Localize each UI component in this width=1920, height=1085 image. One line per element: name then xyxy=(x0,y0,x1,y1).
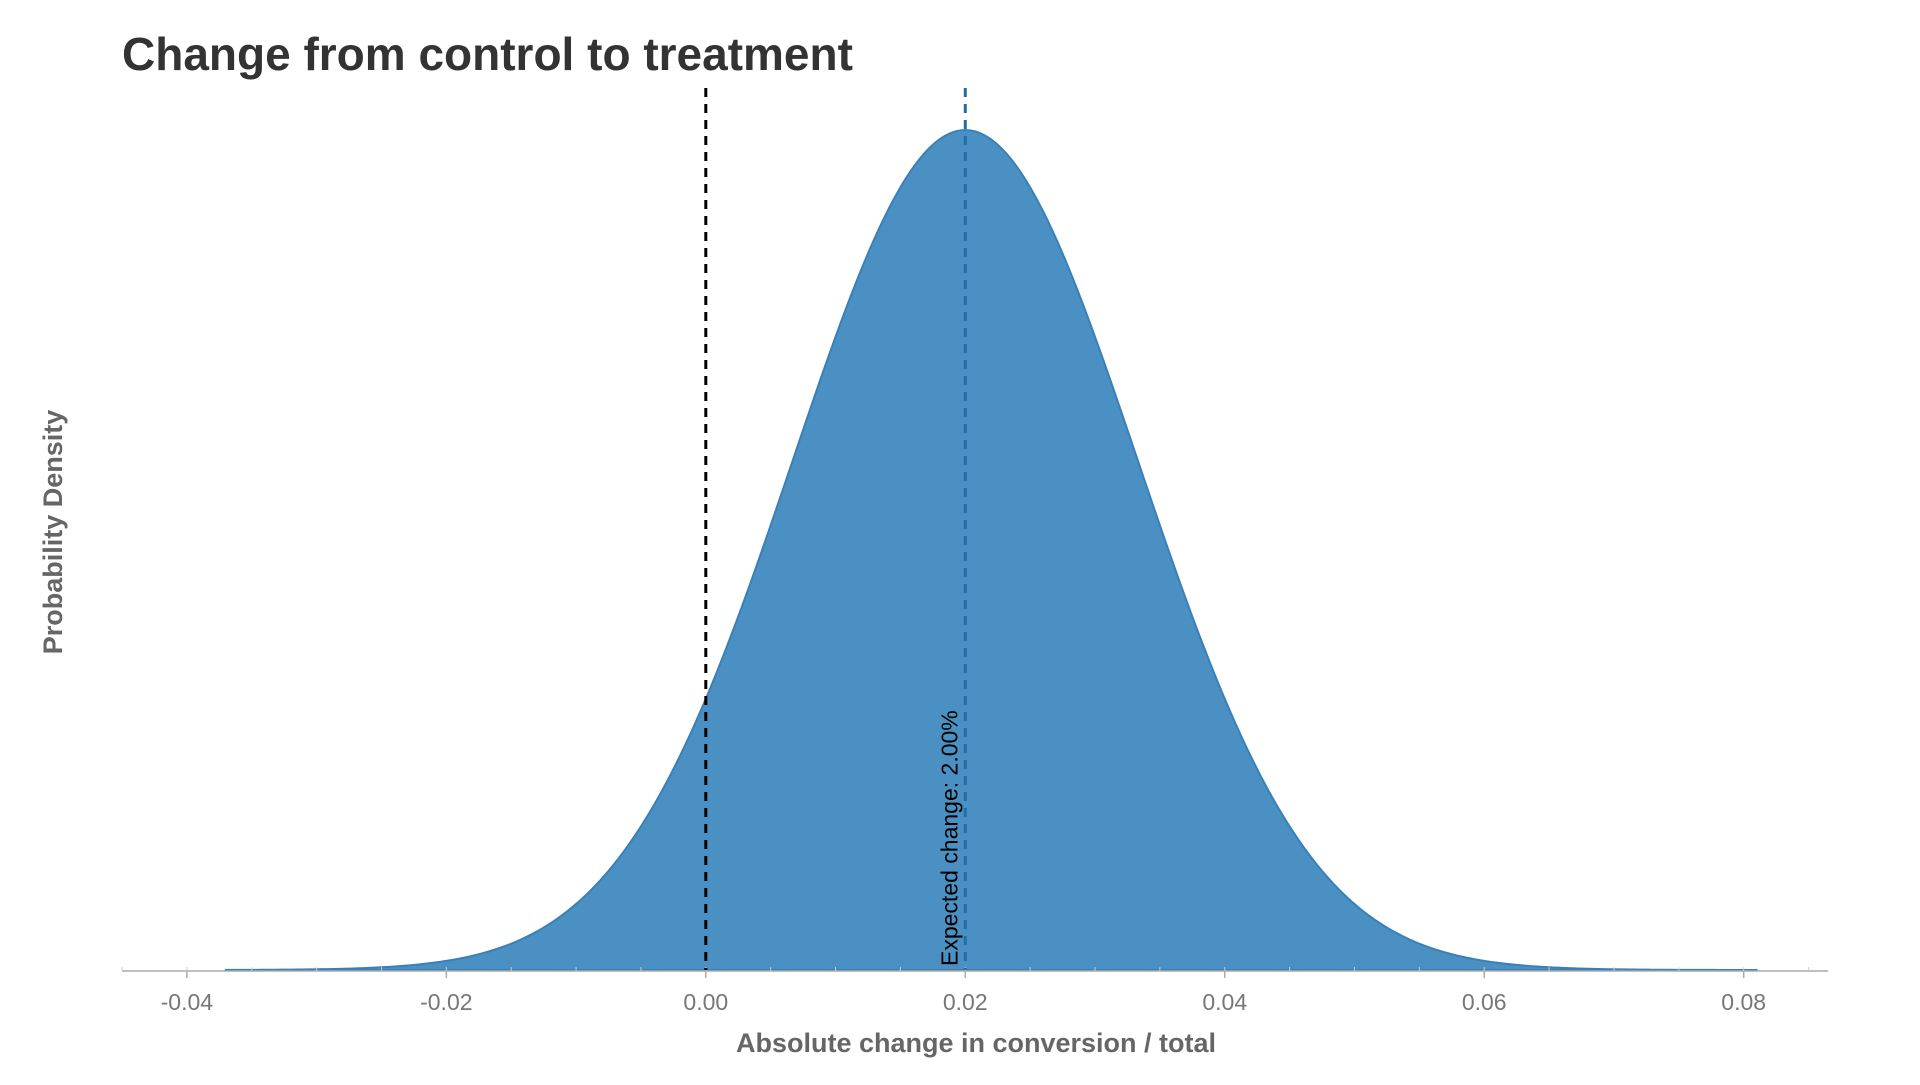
x-tick-label: -0.02 xyxy=(420,989,472,1015)
y-axis-label: Probability Density xyxy=(38,410,68,655)
expected-change-annotation: Expected change: 2.00% xyxy=(936,710,962,966)
x-tick-label: 0.02 xyxy=(943,989,988,1015)
x-axis-label: Absolute change in conversion / total xyxy=(736,1028,1216,1058)
density-area xyxy=(224,128,1758,971)
chart-title: Change from control to treatment xyxy=(122,28,853,80)
x-tick-label: 0.06 xyxy=(1462,989,1507,1015)
x-tick-label: 0.00 xyxy=(683,989,728,1015)
plot-area: -0.04 -0.02 0.00 0.02 0.04 0.06 0.08 Expected c… xyxy=(121,88,1828,1015)
x-tick-label: -0.04 xyxy=(161,989,214,1015)
x-tick-label: 0.04 xyxy=(1202,989,1247,1015)
x-tick-label: 0.08 xyxy=(1721,989,1766,1015)
